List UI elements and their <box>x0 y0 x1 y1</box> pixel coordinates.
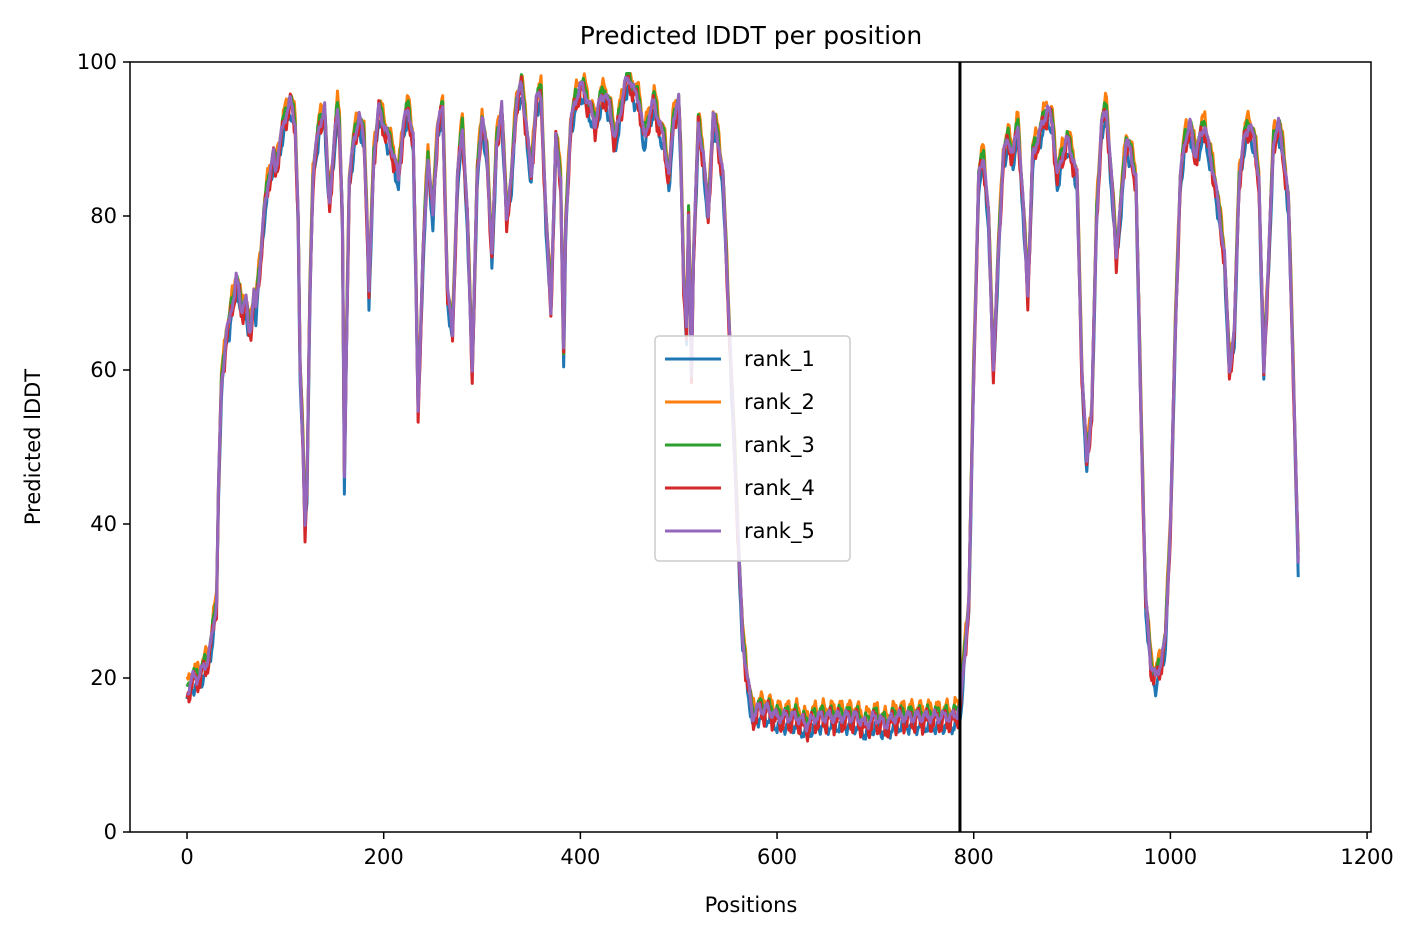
x-tick-label: 1000 <box>1144 845 1197 869</box>
series-line-rank_5 <box>186 75 1300 733</box>
legend-label: rank_5 <box>744 519 815 544</box>
legend-label: rank_4 <box>744 476 815 501</box>
y-tick-label: 20 <box>90 666 117 690</box>
legend: rank_1 rank_2 rank_3 rank_4 rank_5 <box>654 335 851 562</box>
x-axis-label: Positions <box>705 893 798 917</box>
x-tick-label: 400 <box>560 845 600 869</box>
chart-title: Predicted lDDT per position <box>580 21 922 50</box>
x-tick-label: 800 <box>954 845 994 869</box>
y-tick-label: 40 <box>90 512 117 536</box>
y-axis-label: Predicted lDDT <box>21 369 45 525</box>
x-tick-label: 200 <box>364 845 404 869</box>
y-axis: 0 20 40 60 80 100 <box>77 50 130 844</box>
legend-label: rank_3 <box>744 433 815 458</box>
plot-lines <box>185 72 1300 743</box>
y-tick-label: 100 <box>77 50 117 74</box>
y-tick-label: 80 <box>90 204 117 228</box>
x-axis: 0 200 400 600 800 1000 1200 <box>180 832 1394 869</box>
y-tick-label: 60 <box>90 358 117 382</box>
x-tick-label: 600 <box>757 845 797 869</box>
legend-label: rank_2 <box>744 390 815 415</box>
plot-frame <box>129 61 1372 833</box>
x-tick-label: 1200 <box>1340 845 1393 869</box>
x-tick-label: 0 <box>180 845 193 869</box>
y-tick-label: 0 <box>104 820 117 844</box>
legend-label: rank_1 <box>744 347 815 372</box>
legend-box <box>654 335 851 562</box>
